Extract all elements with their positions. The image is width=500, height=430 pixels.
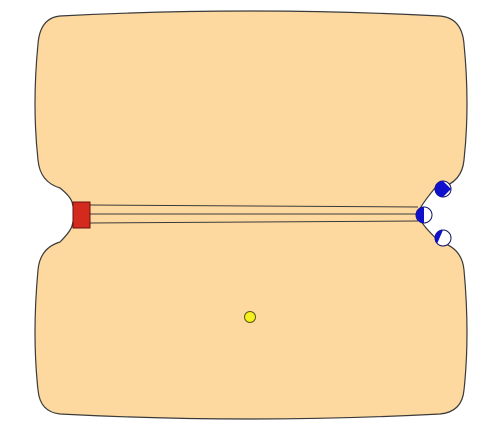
peg-fill <box>416 207 424 223</box>
peg-middle[interactable] <box>415 206 433 224</box>
lane-line <box>89 204 419 208</box>
lane-group <box>89 204 419 224</box>
peg-fill <box>435 181 451 197</box>
peg-top[interactable] <box>434 180 452 198</box>
peg-fill <box>435 230 443 246</box>
lane-line <box>89 220 419 224</box>
peg-bottom[interactable] <box>434 229 452 247</box>
board-surface <box>34 10 468 420</box>
goal-block[interactable] <box>72 201 91 229</box>
ball[interactable] <box>244 311 256 323</box>
